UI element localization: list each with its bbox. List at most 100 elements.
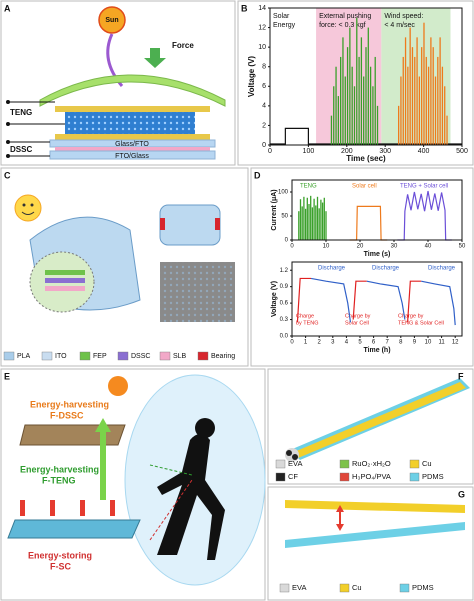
panel-c-art	[14, 194, 235, 322]
e-label: Energy-harvesting	[20, 464, 99, 474]
y-tick-label: 8	[262, 64, 266, 71]
y-tick-label: 0.6	[280, 301, 289, 307]
panel-g-art	[285, 500, 465, 548]
annotation: Charge	[296, 313, 314, 319]
x-tick-label: 400	[418, 148, 430, 155]
panel-label: E	[4, 371, 10, 381]
y-tick-label: 12	[258, 24, 266, 31]
x-tick-label: 50	[459, 244, 466, 250]
legend-swatch	[339, 472, 350, 482]
y-axis-label: Voltage (V)	[271, 281, 278, 317]
panel-label: D	[254, 170, 261, 180]
x-tick-label: 9	[413, 340, 417, 346]
annotation: TENG + Solar cell	[400, 184, 448, 190]
annotation: Discharge	[372, 266, 400, 272]
y-tick-label: 1.2	[280, 268, 289, 274]
x-tick-label: 3	[331, 340, 335, 346]
legend-swatch	[117, 351, 129, 361]
legend-swatch	[197, 351, 209, 361]
series-line	[296, 277, 422, 323]
x-tick-label: 500	[456, 148, 468, 155]
x-axis-label: Time (sec)	[346, 154, 386, 163]
x-tick-label: 7	[386, 340, 390, 346]
plot-frame	[291, 261, 463, 337]
panel-f-art	[285, 378, 470, 462]
legend-label: EVA	[292, 583, 306, 592]
y-tick-label: 0.9	[280, 284, 289, 290]
y-tick-label: 50	[281, 214, 288, 220]
legend-label: SLB	[173, 353, 187, 360]
annotation: Charge by	[345, 313, 371, 319]
legend-label: PLA	[17, 353, 31, 360]
x-tick-label: 1	[304, 340, 308, 346]
legend-swatch	[79, 351, 91, 361]
x-tick-label: 2	[318, 340, 322, 346]
legend-label: RuO₂·xH₂O	[352, 459, 391, 468]
y-tick-label: 6	[262, 83, 266, 90]
region-label: Energy	[273, 22, 296, 29]
panel-label: C	[4, 170, 11, 180]
x-tick-label: 100	[303, 148, 315, 155]
y-tick-label: 0.3	[280, 317, 289, 323]
y-tick-label: 0	[262, 142, 266, 149]
e-label: Energy-storing	[28, 550, 92, 560]
legend-label: Bearing	[211, 353, 235, 360]
x-tick-label: 30	[391, 244, 398, 250]
legend-label: PDMS	[412, 583, 434, 592]
annotation: Discharge	[428, 266, 456, 272]
plot-frame	[291, 179, 463, 241]
legend-swatch	[41, 351, 53, 361]
legend-label: EVA	[288, 459, 302, 468]
panel-label: F	[458, 371, 464, 381]
x-tick-label: 0	[268, 148, 272, 155]
series-line	[310, 277, 456, 326]
force-label: Force	[172, 41, 194, 50]
x-tick-label: 300	[379, 148, 391, 155]
legend-label: CF	[288, 472, 298, 481]
x-tick-label: 4	[345, 340, 349, 346]
x-tick-label: 10	[323, 244, 330, 250]
region	[381, 8, 451, 145]
y-tick-label: 0	[285, 238, 289, 244]
e-label: Energy-harvesting	[30, 399, 109, 409]
annotation: Solar cell	[352, 184, 377, 190]
legend-swatch	[159, 351, 171, 361]
y-tick-label: 100	[278, 190, 289, 196]
annotation: Discharge	[318, 266, 346, 272]
region-label: Solar	[273, 13, 290, 20]
annotation: TENG	[300, 184, 317, 190]
region-label: Wind speed:	[384, 13, 423, 20]
e-label: F-SC	[50, 561, 71, 571]
x-tick-label: 12	[452, 340, 459, 346]
y-tick-label: 10	[258, 44, 266, 51]
panel-label: A	[4, 3, 11, 13]
annotation: Charge by	[398, 313, 424, 319]
x-tick-label: 0	[290, 244, 294, 250]
teng-label: TENG	[10, 108, 32, 117]
y-tick-label: 0.0	[280, 334, 289, 340]
legend-label: FEP	[93, 353, 107, 360]
x-tick-label: 10	[425, 340, 432, 346]
series-line	[397, 190, 452, 241]
legend-swatch	[3, 351, 15, 361]
annotation: Solar Cell	[345, 320, 369, 326]
x-tick-label: 20	[357, 244, 364, 250]
x-axis-label: Time (h)	[363, 347, 390, 354]
legend-swatch	[279, 583, 290, 593]
plot-frame	[269, 7, 463, 146]
legend-label: Cu	[352, 583, 362, 592]
legend-swatch	[409, 472, 420, 482]
y-tick-label: 4	[262, 103, 266, 110]
x-tick-label: 0	[290, 340, 294, 346]
panel-label: B	[241, 3, 248, 13]
x-tick-label: 6	[372, 340, 376, 346]
panel-label: G	[458, 489, 465, 499]
legend-label: Cu	[422, 459, 432, 468]
legend-swatch	[399, 583, 410, 593]
region	[270, 8, 317, 145]
sun-label: Sun	[105, 17, 118, 24]
region-label: force: < 0.3 kgf	[319, 22, 366, 29]
legend-swatch	[339, 583, 350, 593]
x-tick-label: 200	[341, 148, 353, 155]
x-tick-label: 8	[399, 340, 403, 346]
